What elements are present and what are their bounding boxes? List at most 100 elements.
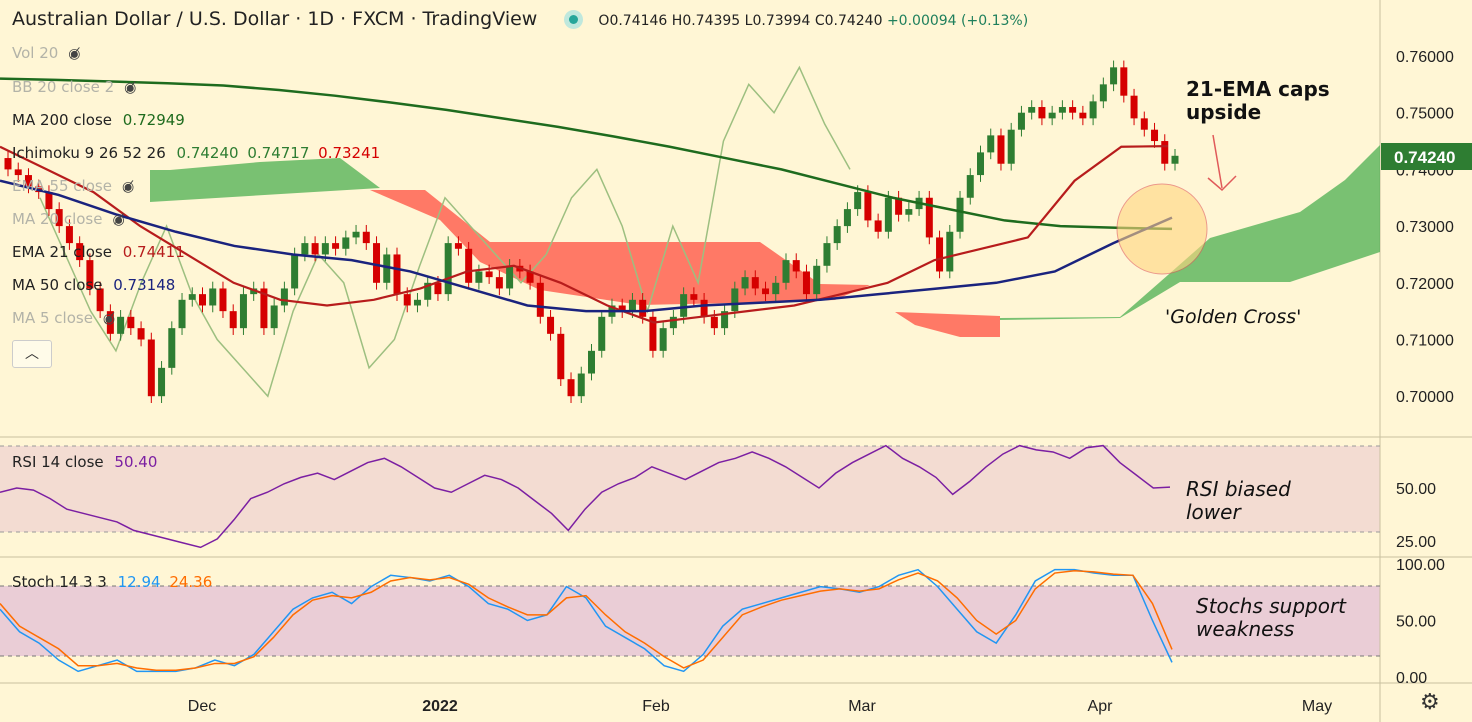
price-tick-label: 0.71000: [1396, 333, 1454, 350]
indicator-ma200[interactable]: MA 200 close 0.72949: [12, 111, 185, 129]
candle: [751, 277, 759, 289]
candle: [843, 209, 851, 227]
high-value: H0.74395: [671, 13, 741, 29]
candle: [1151, 129, 1159, 142]
candle: [936, 237, 944, 272]
candle: [966, 175, 974, 198]
candle: [925, 197, 933, 238]
eye-hidden-icon[interactable]: ◉̸: [68, 46, 81, 62]
candle: [741, 277, 749, 289]
eye-hidden-icon[interactable]: ◉̸: [112, 212, 125, 228]
indicator-value: 0.74717: [247, 144, 310, 162]
candle: [854, 192, 862, 210]
candle: [588, 350, 595, 374]
indicator-value: 0.72949: [122, 111, 185, 129]
candle: [106, 311, 114, 334]
indicator-value: 0.74411: [122, 243, 185, 261]
candle: [76, 243, 84, 261]
indicator-vol[interactable]: Vol 20 ◉̸: [12, 44, 81, 62]
candle: [45, 192, 53, 210]
candle: [628, 299, 636, 312]
candle: [117, 316, 125, 334]
annotation-stoch: Stochs support weakness: [1196, 594, 1347, 641]
candle: [475, 271, 483, 283]
stoch-d-line: [0, 570, 1173, 671]
indicator-bb[interactable]: BB 20 close 2 ◉̸: [12, 78, 136, 96]
close-value: C0.74240: [814, 13, 883, 29]
candle: [557, 333, 565, 380]
stoch-tick-label: 100.00: [1396, 557, 1445, 574]
candle: [977, 152, 984, 176]
candle: [526, 271, 534, 283]
indicator-label: Ichimoku 9 26 52 26: [12, 144, 166, 162]
rsi-band: [0, 446, 1380, 532]
eye-hidden-icon[interactable]: ◉̸: [121, 179, 135, 195]
collapse-legend-button[interactable]: ︿: [12, 340, 52, 368]
eye-hidden-icon[interactable]: ◉̸: [102, 311, 116, 327]
indicator-label: Stoch 14 3 3: [12, 573, 107, 591]
candle: [1110, 67, 1118, 85]
chart-header: Australian Dollar / U.S. Dollar · 1D · F…: [12, 8, 1028, 30]
indicator-ema55[interactable]: EMA 55 close ◉̸: [12, 177, 134, 195]
indicator-value: 0.73148: [113, 276, 176, 294]
candle: [823, 243, 831, 266]
candle: [864, 192, 872, 221]
symbol-title[interactable]: Australian Dollar / U.S. Dollar · 1D · F…: [12, 8, 538, 30]
candle: [772, 282, 780, 295]
candle: [485, 271, 493, 278]
time-tick-label: Apr: [1088, 698, 1114, 715]
candle: [997, 135, 1005, 164]
eye-hidden-icon[interactable]: ◉̸: [124, 80, 137, 96]
candle: [1130, 95, 1138, 119]
candle: [454, 243, 462, 249]
rsi-tick-label: 50.00: [1396, 481, 1436, 498]
indicator-value: 12.94: [117, 573, 161, 591]
candle: [1058, 107, 1066, 113]
candle: [199, 294, 206, 306]
candle: [956, 197, 964, 232]
indicator-label: Vol 20: [12, 44, 59, 62]
candle: [567, 379, 575, 397]
candle: [14, 169, 22, 176]
candle: [291, 254, 299, 289]
cloud-red: [895, 312, 1000, 337]
annotation-ema: 21-EMA caps upside: [1186, 77, 1330, 124]
indicator-value: 0.74240: [176, 144, 239, 162]
indicator-ma50[interactable]: MA 50 close 0.73148: [12, 276, 175, 294]
settings-gear-icon[interactable]: ⚙: [1420, 690, 1440, 715]
candle: [362, 231, 370, 244]
candle: [270, 305, 278, 329]
candle: [424, 282, 432, 300]
current-price-value: 0.74240: [1394, 148, 1455, 167]
open-value: O0.74146: [598, 13, 668, 29]
candle: [1120, 67, 1128, 96]
time-tick-label: 2022: [422, 698, 458, 715]
ema21-line: [0, 145, 1169, 324]
candle: [762, 288, 770, 295]
candle: [895, 197, 903, 215]
ma200-line: [0, 77, 1173, 231]
indicator-ema21[interactable]: EMA 21 close 0.74411: [12, 243, 185, 261]
candle: [1089, 101, 1097, 119]
indicator-ichimoku[interactable]: Ichimoku 9 26 52 26 0.74240 0.74717 0.73…: [12, 144, 380, 162]
indicator-ma20[interactable]: MA 20 close ◉̸: [12, 210, 125, 228]
candle: [158, 367, 166, 397]
candle: [465, 248, 473, 283]
indicator-ma5[interactable]: MA 5 close ◉̸: [12, 309, 115, 327]
candle: [4, 158, 12, 170]
indicator-rsi[interactable]: RSI 14 close 50.40: [12, 453, 157, 471]
candle: [352, 231, 360, 238]
time-tick-label: May: [1302, 698, 1332, 715]
candle: [946, 231, 954, 272]
candle: [1017, 112, 1025, 130]
candle: [239, 294, 247, 329]
time-tick-label: Dec: [188, 698, 216, 715]
candle: [403, 294, 411, 306]
candle: [1171, 155, 1179, 164]
candle: [86, 260, 94, 289]
indicator-stoch[interactable]: Stoch 14 3 3 12.94 24.36: [12, 573, 212, 591]
candle: [1038, 107, 1046, 119]
candle: [721, 311, 729, 329]
candle: [1161, 141, 1169, 164]
